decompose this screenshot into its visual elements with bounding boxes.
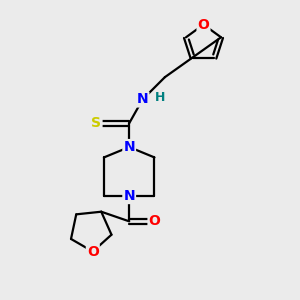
Text: N: N bbox=[123, 140, 135, 154]
Text: N: N bbox=[123, 189, 135, 203]
Text: H: H bbox=[155, 92, 166, 104]
Text: S: S bbox=[92, 116, 101, 130]
Text: O: O bbox=[198, 18, 209, 32]
Text: O: O bbox=[87, 244, 99, 259]
Text: O: O bbox=[148, 214, 160, 228]
Text: N: N bbox=[137, 92, 148, 106]
